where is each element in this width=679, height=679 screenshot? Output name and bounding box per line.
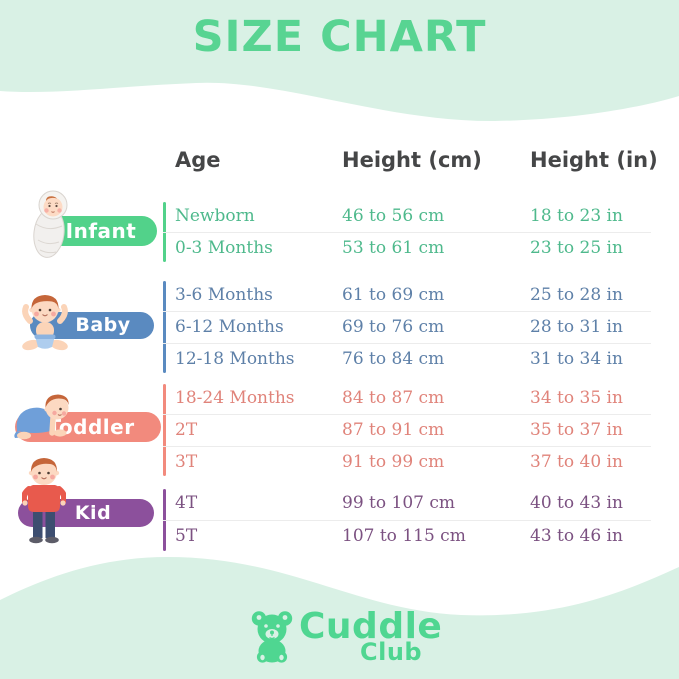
age-cell: 2T [175, 420, 198, 440]
table-row: 6-12 Months 69 to 76 cm 28 to 31 in [163, 311, 655, 343]
height-in-cell: 34 to 35 in [530, 388, 623, 408]
top-wave-shape [0, 0, 679, 122]
age-cell: 3-6 Months [175, 285, 273, 305]
swaddled-infant-icon [28, 188, 74, 263]
height-cm-cell: 69 to 76 cm [342, 317, 445, 337]
age-cell: 3T [175, 452, 198, 472]
standing-kid-icon [20, 456, 68, 550]
age-cell: 12-18 Months [175, 349, 295, 369]
logo-brand-name: Cuddle [299, 606, 443, 647]
group-kid: Kid [0, 458, 679, 553]
group-baby: Baby 3- [0, 279, 679, 375]
infant-pill-label: Infant [45, 216, 157, 246]
height-cm-cell: 53 to 61 cm [342, 238, 445, 258]
height-in-cell: 25 to 28 in [530, 285, 623, 305]
height-cm-cell: 87 to 91 cm [342, 420, 445, 440]
table-row: 12-18 Months 76 to 84 cm 31 to 34 in [163, 343, 655, 375]
height-cm-cell: 91 to 99 cm [342, 452, 445, 472]
header-height-in: Height (in) [530, 148, 658, 172]
height-cm-cell: 99 to 107 cm [342, 493, 455, 513]
height-in-cell: 28 to 31 in [530, 317, 623, 337]
height-cm-cell: 107 to 115 cm [342, 526, 466, 546]
teddy-bear-icon [246, 609, 298, 667]
page-title: SIZE CHART [192, 12, 487, 62]
group-toddler: Toddler 18-24 Months 84 to 87 cm [0, 382, 679, 478]
age-cell: 4T [175, 493, 198, 513]
height-in-cell: 40 to 43 in [530, 493, 623, 513]
age-cell: 6-12 Months [175, 317, 284, 337]
top-wave-band: SIZE CHART [0, 0, 679, 130]
table-row: 2T 87 to 91 cm 35 to 37 in [163, 414, 655, 446]
bottom-wave-band [0, 545, 679, 679]
age-cell: 18-24 Months [175, 388, 295, 408]
height-in-cell: 35 to 37 in [530, 420, 623, 440]
height-cm-cell: 61 to 69 cm [342, 285, 445, 305]
baby-rows: 3-6 Months 61 to 69 cm 25 to 28 in 6-12 … [163, 279, 655, 375]
height-in-cell: 23 to 25 in [530, 238, 623, 258]
crawling-toddler-icon [11, 388, 74, 445]
table-row: 3T 91 to 99 cm 37 to 40 in [163, 446, 655, 478]
infant-rows: Newborn 46 to 56 cm 18 to 23 in 0-3 Mont… [163, 200, 655, 264]
age-cell: Newborn [175, 206, 255, 226]
table-row: 0-3 Months 53 to 61 cm 23 to 25 in [163, 232, 655, 264]
header-age: Age [175, 148, 221, 172]
height-cm-cell: 46 to 56 cm [342, 206, 445, 226]
toddler-rows: 18-24 Months 84 to 87 cm 34 to 35 in 2T … [163, 382, 655, 478]
height-in-cell: 43 to 46 in [530, 526, 623, 546]
bottom-wave-shape [0, 557, 679, 679]
logo-brand-sub: Club [360, 638, 423, 666]
age-cell: 0-3 Months [175, 238, 273, 258]
table-row: 4T 99 to 107 cm 40 to 43 in [175, 487, 655, 520]
sitting-baby-icon [20, 290, 70, 358]
height-cm-cell: 84 to 87 cm [342, 388, 445, 408]
table-row: 5T 107 to 115 cm 43 to 46 in [163, 520, 655, 553]
height-in-cell: 37 to 40 in [530, 452, 623, 472]
table-row: 3-6 Months 61 to 69 cm 25 to 28 in [175, 279, 655, 311]
toddler-group-line [163, 384, 166, 476]
height-cm-cell: 76 to 84 cm [342, 349, 445, 369]
baby-group-line [163, 281, 166, 373]
header-height-cm: Height (cm) [342, 148, 482, 172]
age-cell: 5T [175, 526, 198, 546]
group-infant: Infant Newborn 46 to 56 cm 18 to 23 [0, 190, 679, 264]
height-in-cell: 18 to 23 in [530, 206, 623, 226]
kid-rows: 4T 99 to 107 cm 40 to 43 in 5T 107 to 11… [163, 487, 655, 553]
height-in-cell: 31 to 34 in [530, 349, 623, 369]
table-row: 18-24 Months 84 to 87 cm 34 to 35 in [175, 382, 655, 414]
table-row: Newborn 46 to 56 cm 18 to 23 in [175, 200, 655, 232]
